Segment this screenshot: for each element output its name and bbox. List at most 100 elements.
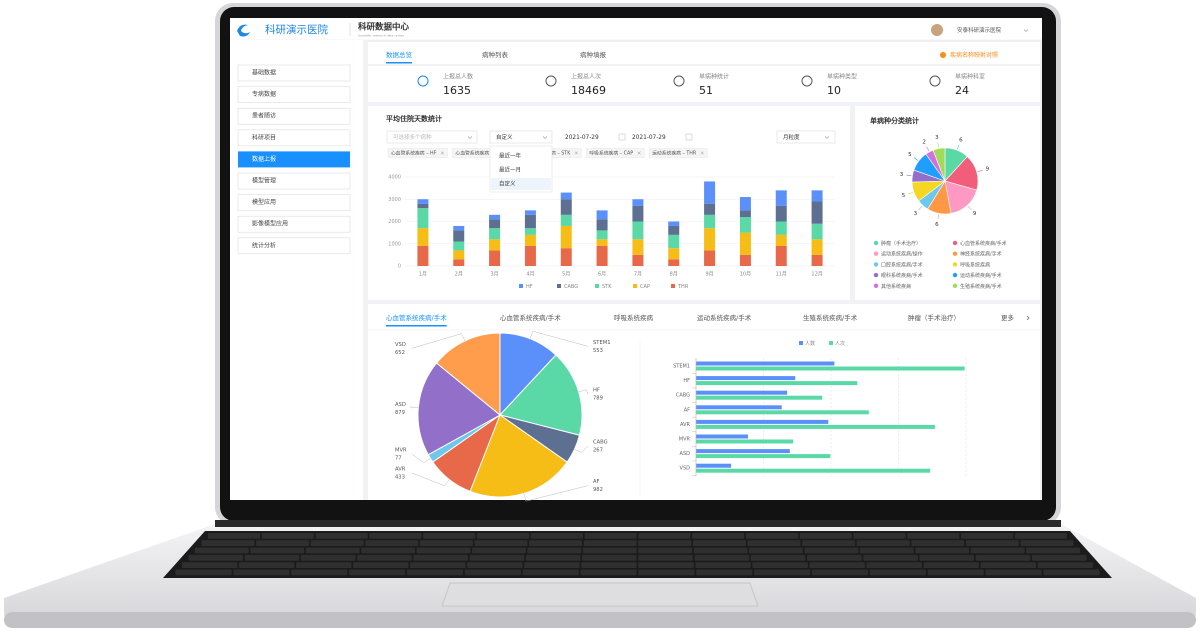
key [638, 533, 691, 539]
dropdown-option[interactable]: 最近一年 [499, 152, 522, 160]
bar-segment [668, 259, 680, 266]
legend-swatch [952, 283, 958, 288]
sidebar-item-label[interactable]: 专病数据 [252, 90, 276, 98]
sidebar-item[interactable] [237, 194, 351, 211]
key [467, 562, 523, 568]
leader-line [918, 205, 923, 211]
tab[interactable]: 病种填报 [580, 50, 607, 59]
legend-swatch [671, 284, 675, 288]
range-value: 自定义 [496, 133, 513, 141]
key [584, 533, 637, 539]
bar-segment [775, 205, 787, 222]
tab[interactable]: 病种列表 [482, 50, 509, 59]
x-tick-label: 12月 [811, 272, 822, 278]
bar-segment [453, 225, 465, 231]
dropdown-option[interactable]: 自定义 [499, 180, 516, 188]
bar-segment [668, 234, 680, 249]
logo-icon [237, 24, 250, 37]
slice-name-label: STEM1 [593, 340, 611, 346]
key [638, 547, 693, 554]
legend-swatch [873, 272, 879, 278]
tag[interactable] [648, 148, 708, 158]
slice-name-label: CABG [593, 439, 608, 445]
sidebar-item[interactable] [237, 172, 351, 190]
bar-segment [811, 223, 823, 240]
action-link[interactable]: 疾病名称映射对照 [950, 51, 998, 59]
select-box[interactable] [386, 130, 478, 144]
leader-line [908, 192, 914, 195]
chevron-icon [1023, 29, 1029, 32]
sidebar-item-label[interactable]: 模型管理 [252, 177, 276, 185]
sidebar-item[interactable] [237, 107, 351, 125]
tab-bar [368, 42, 1040, 64]
sidebar-item-label[interactable]: 患者随访 [252, 112, 276, 120]
stat-value: 18469 [571, 84, 606, 97]
legend-label: 其他系统疾病 [881, 283, 911, 290]
bar-segment [489, 239, 501, 251]
sidebar-item-label[interactable]: 模型应用 [252, 198, 276, 206]
sidebar-item[interactable] [237, 86, 351, 103]
bar [696, 439, 794, 444]
user-name[interactable]: 安泰科研演示医院 [957, 26, 1002, 34]
key [261, 533, 314, 539]
key [749, 547, 803, 554]
x-tick-label: 4月 [526, 272, 534, 278]
sidebar-item[interactable] [238, 151, 350, 168]
chevron-icon [467, 136, 473, 139]
tag[interactable] [586, 148, 645, 158]
x-tick-label: 11月 [776, 272, 787, 278]
bar-segment [560, 199, 572, 215]
disease-tab[interactable]: 心血管系统疾病/手术 [386, 313, 447, 322]
legend-label: 口腔系统疾病/手术 [881, 261, 923, 268]
tag[interactable] [387, 148, 448, 158]
key [915, 547, 970, 554]
sidebar-item-label[interactable]: 数据上报 [252, 155, 276, 163]
sidebar-item[interactable] [237, 129, 351, 147]
disease-tab[interactable]: 肿瘤（手术治疗） [908, 313, 960, 322]
sidebar-item-label[interactable]: 统计分析 [252, 241, 276, 249]
disease-tab[interactable]: 运动系统疾病/手术 [697, 313, 752, 322]
y-category-label: MVR [679, 437, 691, 443]
disease-tab[interactable]: 呼吸系统疾病 [614, 313, 654, 322]
slice-value-label: 3 [914, 211, 918, 217]
tab[interactable]: 数据总览 [386, 50, 413, 59]
key [181, 562, 238, 568]
key [353, 562, 409, 568]
key [406, 569, 464, 576]
range-box[interactable] [489, 130, 553, 144]
more-tab[interactable]: 更多 [1001, 313, 1015, 322]
leader-line [411, 472, 450, 487]
sidebar-item-label[interactable]: 影像模型应用 [252, 220, 288, 228]
key [194, 547, 249, 554]
sidebar-item[interactable] [237, 64, 351, 82]
sidebar-item-label[interactable]: 科研项目 [252, 133, 276, 141]
tag-label: 心血管系统疾病 – HF [391, 150, 437, 157]
granularity-box[interactable] [776, 130, 836, 144]
disease-tab[interactable]: 心血管系统疾病/手术 [500, 313, 561, 322]
key [423, 533, 476, 539]
key [522, 569, 579, 576]
slice-value-label: 3 [935, 135, 939, 141]
legend-label: 人次 [835, 340, 845, 347]
bar-segment [417, 208, 429, 229]
sidebar-item[interactable] [237, 237, 351, 255]
key [529, 540, 583, 547]
key [357, 554, 412, 561]
stat-icon [545, 75, 557, 87]
dropdown-option[interactable]: 最近一月 [499, 166, 521, 174]
tag-close-icon [574, 151, 578, 155]
key [525, 554, 581, 561]
slice-name-label: ASD [395, 402, 406, 408]
logo-text: 科研演示医院 [265, 23, 328, 36]
key [296, 562, 352, 568]
key [416, 547, 471, 554]
y-category-label: AVR [680, 422, 691, 428]
sidebar-item[interactable] [237, 215, 351, 233]
key [361, 547, 416, 554]
key [638, 554, 693, 561]
sidebar-item-label[interactable]: 基础数据 [252, 69, 276, 77]
disease-tab[interactable]: 生殖系统疾病/手术 [803, 313, 858, 322]
date-box[interactable] [557, 130, 706, 144]
leader-line [957, 144, 960, 150]
key [804, 547, 859, 554]
